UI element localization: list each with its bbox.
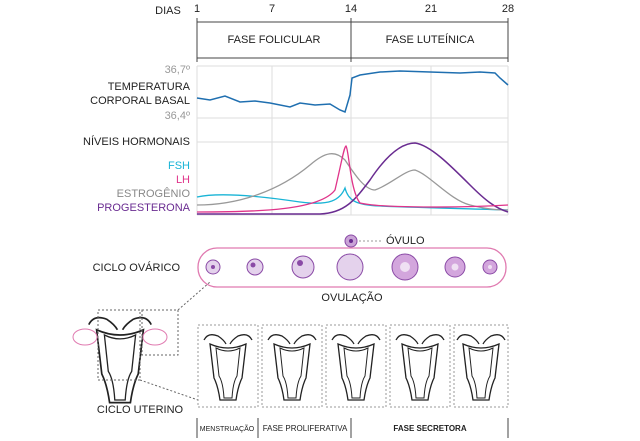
uterine-phase: MENSTRUAÇÃO — [200, 424, 255, 433]
ovary-right — [142, 328, 168, 346]
legend-estrogen: ESTROGÊNIO — [117, 187, 191, 200]
phase-box — [196, 18, 509, 62]
progesterone-curve — [197, 142, 509, 215]
ovum-label: ÓVULO — [386, 234, 425, 247]
uterine-label: CICLO UTERINO — [97, 404, 184, 416]
estrogen-curve — [196, 153, 509, 211]
temperature-curve — [196, 70, 509, 114]
uterus — [395, 334, 445, 401]
day: 28 — [502, 3, 514, 15]
ovary-left — [72, 328, 98, 346]
zoom-box — [141, 309, 179, 356]
uterus — [456, 334, 506, 401]
temp-label: TEMPERATURA — [108, 81, 191, 93]
ovum-core — [349, 239, 353, 243]
uterus — [331, 334, 381, 401]
uterus — [203, 334, 253, 401]
day: 7 — [269, 3, 275, 15]
days-label: DIAS — [155, 5, 181, 17]
uterine-bar — [196, 418, 509, 438]
fsh-curve — [196, 185, 509, 211]
ovarian-label: CICLO OVÁRICO — [93, 261, 181, 274]
temp-label: CORPORAL BASAL — [90, 95, 190, 107]
stage-boxes — [197, 324, 509, 408]
hormones-title: NÍVEIS HORMONAIS — [83, 135, 190, 148]
follicle-cores — [211, 260, 492, 272]
grid — [196, 65, 509, 216]
uterus — [267, 334, 317, 401]
legend-lh: LH — [176, 174, 190, 186]
zoom-line — [139, 379, 199, 401]
ovary-outline — [197, 247, 507, 288]
uterine-phase: FASE PROLIFERATIVA — [263, 424, 348, 433]
lh-curve — [196, 145, 509, 213]
ovulation-label: OVULAÇÃO — [321, 291, 383, 304]
temp-max: 36,7º — [165, 64, 190, 76]
temp-min: 36,4º — [165, 110, 190, 122]
zoom-box — [97, 309, 141, 381]
legend-fsh: FSH — [168, 160, 190, 172]
day: 1 — [194, 3, 200, 15]
phase-label: FASE LUTEÍNICA — [386, 33, 475, 46]
uterine-phase: FASE SECRETORA — [393, 424, 466, 433]
phase-label: FASE FOLICULAR — [228, 34, 321, 46]
zoom-line — [177, 281, 211, 311]
day: 14 — [345, 3, 357, 15]
legend-progesterone: PROGESTERONA — [97, 202, 191, 214]
day: 21 — [425, 3, 437, 15]
